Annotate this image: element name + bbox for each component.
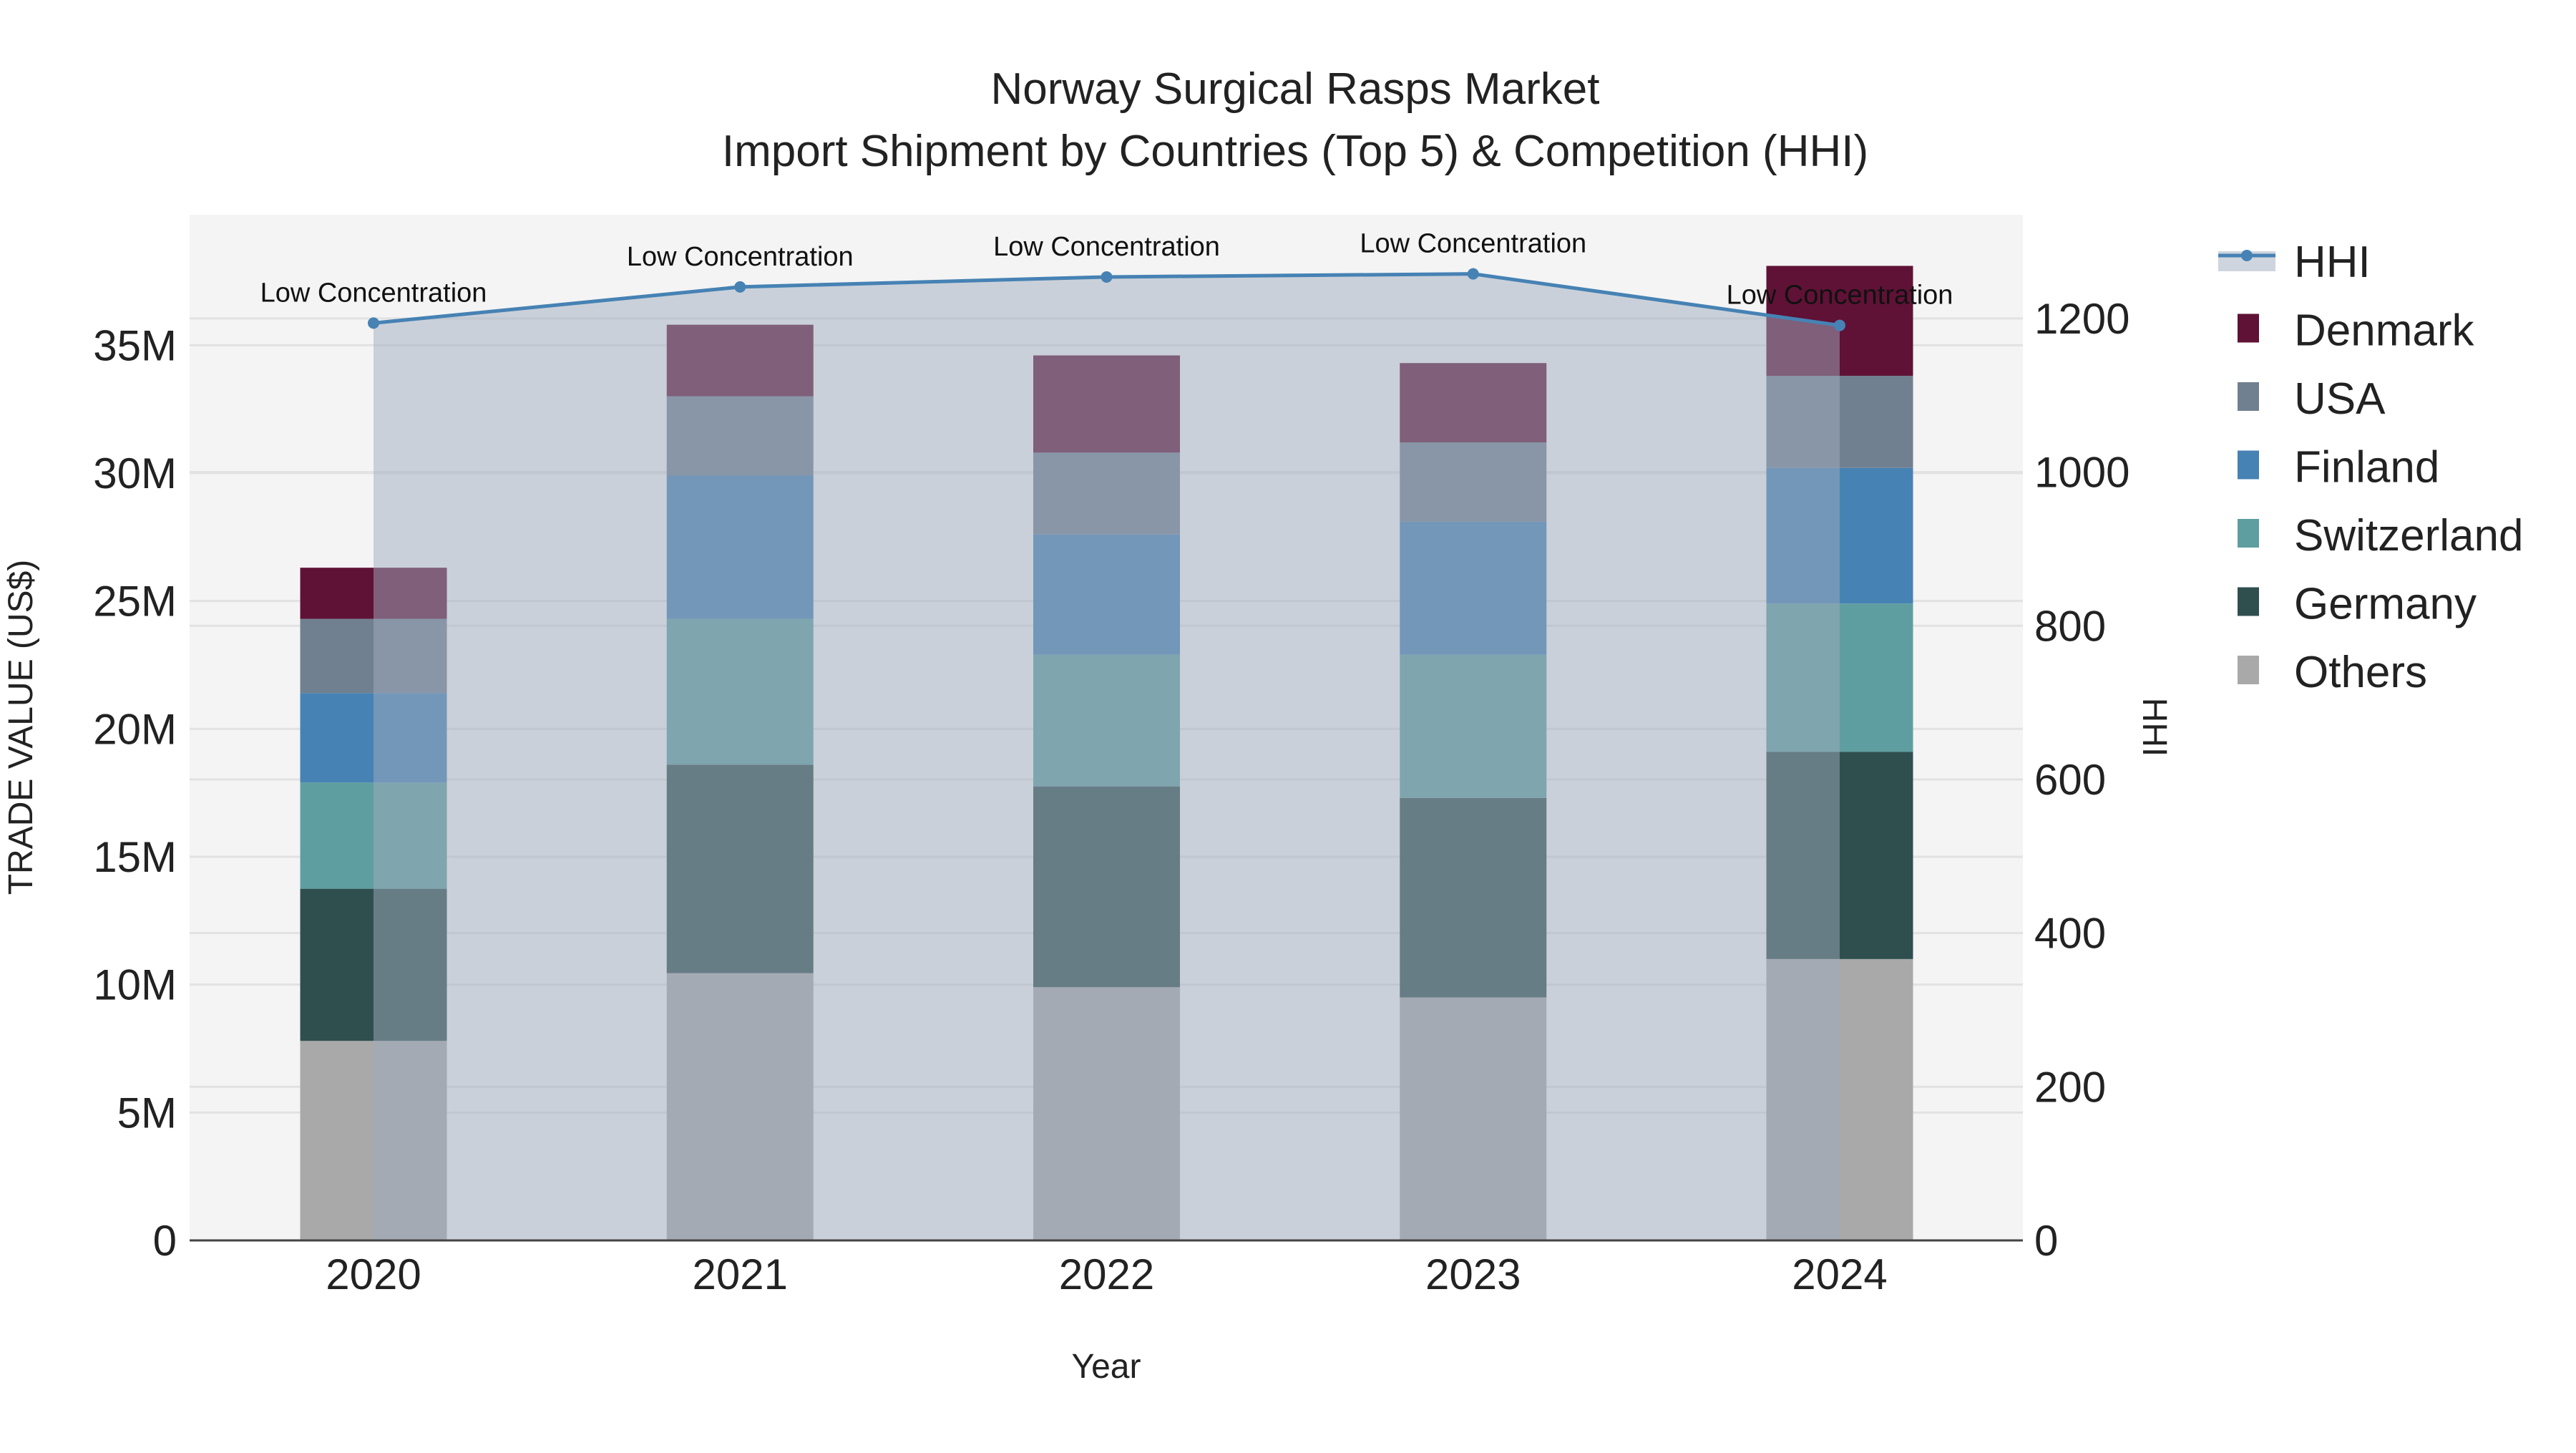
x-tick-label: 2024 xyxy=(1792,1250,1887,1298)
y2-tick-label: 200 xyxy=(2034,1063,2106,1111)
y2-tick-label: 1200 xyxy=(2034,295,2129,343)
legend-swatch xyxy=(2238,587,2259,616)
y-tick-label: 25M xyxy=(93,578,177,626)
y-tick-label: 0 xyxy=(153,1217,177,1265)
legend-item-switzerland[interactable]: Switzerland xyxy=(2238,511,2523,560)
x-tick-label: 2020 xyxy=(326,1250,421,1298)
x-tick-label: 2023 xyxy=(1425,1250,1521,1298)
legend-item-denmark[interactable]: Denmark xyxy=(2238,306,2475,356)
y-tick-label: 20M xyxy=(93,705,177,753)
hhi-annotation: Low Concentration xyxy=(260,278,487,308)
legend-item-usa[interactable]: USA xyxy=(2238,374,2386,424)
legend-item-finland[interactable]: Finland xyxy=(2238,443,2439,492)
hhi-area xyxy=(374,273,1840,1240)
legend-swatch xyxy=(2238,450,2259,480)
legend-label: Germany xyxy=(2294,580,2477,629)
legend-label: Switzerland xyxy=(2294,511,2523,560)
chart-subtitle: Import Shipment by Countries (Top 5) & C… xyxy=(722,127,1868,176)
y-axis-title: TRADE VALUE (US$) xyxy=(2,560,40,895)
hhi-annotation: Low Concentration xyxy=(1360,229,1586,259)
legend-swatch xyxy=(2238,382,2259,411)
y2-tick-label: 800 xyxy=(2034,602,2106,650)
hhi-annotation: Low Concentration xyxy=(1727,281,1953,311)
hhi-annotation: Low Concentration xyxy=(627,242,854,272)
legend-label: USA xyxy=(2294,374,2386,424)
legend-label: Others xyxy=(2294,648,2427,697)
y2-tick-label: 1000 xyxy=(2034,449,2129,497)
y-tick-label: 5M xyxy=(117,1089,177,1137)
y2-tick-label: 600 xyxy=(2034,756,2106,804)
x-tick-label: 2022 xyxy=(1059,1250,1154,1298)
hhi-point-2023[interactable] xyxy=(1467,268,1479,280)
x-axis-title: Year xyxy=(1072,1348,1141,1386)
legend-swatch-marker xyxy=(2241,250,2253,261)
y-tick-label: 35M xyxy=(93,321,177,369)
hhi-annotation: Low Concentration xyxy=(993,232,1220,262)
y-tick-label: 15M xyxy=(93,833,177,881)
chart-title: Norway Surgical Rasps Market xyxy=(990,64,1599,114)
legend-item-germany[interactable]: Germany xyxy=(2238,580,2477,629)
y2-axis-title: HHI xyxy=(2135,698,2173,757)
legend-swatch xyxy=(2238,519,2259,548)
y-tick-label: 30M xyxy=(93,449,177,497)
legend-swatch xyxy=(2238,656,2259,684)
y2-tick-label: 0 xyxy=(2034,1217,2058,1265)
legend-swatch xyxy=(2238,314,2259,343)
legend-item-hhi[interactable]: HHI xyxy=(2218,238,2371,287)
legend-label: Finland xyxy=(2294,443,2439,492)
hhi-point-2022[interactable] xyxy=(1101,271,1113,283)
legend-label: HHI xyxy=(2294,238,2371,287)
hhi-point-2020[interactable] xyxy=(368,317,379,329)
legend-label: Denmark xyxy=(2294,306,2475,356)
hhi-point-2021[interactable] xyxy=(734,281,746,293)
y2-tick-label: 400 xyxy=(2034,910,2106,958)
x-tick-label: 2021 xyxy=(693,1250,788,1298)
legend-item-others[interactable]: Others xyxy=(2238,648,2427,697)
hhi-point-2024[interactable] xyxy=(1834,319,1845,331)
y-tick-label: 10M xyxy=(93,961,177,1009)
